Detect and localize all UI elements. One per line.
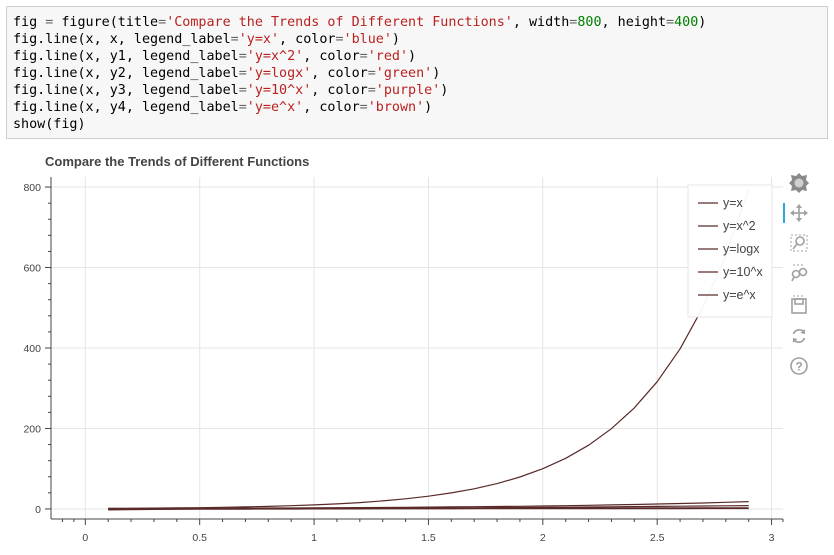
code-line: fig.line(x, x, legend_label='y=x', color… [13,31,827,48]
x-tick-label: 0.5 [192,532,207,544]
code-token: , width [512,15,570,30]
wheel-zoom-tool-icon[interactable] [786,260,812,286]
legend-label: y=e^x [723,288,756,302]
code-token: = [367,83,376,98]
code-token: = [230,32,239,47]
code-token: = [238,49,247,64]
code-token: figure(title [53,15,159,30]
code-token: ) [424,100,433,115]
code-line: fig.line(x, y1, legend_label='y=x^2', co… [13,48,827,65]
code-token: fig.line(x, y3, legend_label [13,83,239,98]
series-group [108,189,750,511]
y-tick-label: 800 [23,182,41,194]
code-token: show(fig) [13,117,86,132]
code-token: = [238,66,247,81]
x-tick-label: 2 [540,532,546,544]
y-tick-label: 0 [35,504,41,516]
code-token: 'blue' [343,32,392,47]
code-token: 800 [577,15,602,30]
code-token: 'Compare the Trends of Different Functio… [166,15,513,30]
x-tick-label: 1 [311,532,317,544]
code-line: show(fig) [13,116,827,133]
code-cell[interactable]: fig = figure(title='Compare the Trends o… [6,6,828,139]
code-token: 'y=x^2' [246,49,304,64]
y-tick-label: 400 [23,343,41,355]
pan-tool-icon[interactable] [783,200,812,226]
x-tick-label: 1.5 [421,532,436,544]
legend-label: y=x [723,196,744,210]
legend-label: y=logx [723,242,760,256]
code-token: = [45,15,54,30]
x-tick-label: 3 [769,532,775,544]
code-token: , color [279,32,336,47]
help-tool-icon[interactable]: ? [786,353,812,379]
bokeh-logo-icon[interactable] [786,170,812,196]
code-token: = [158,15,167,30]
code-token: = [335,32,344,47]
series-line [108,501,749,510]
svg-text:?: ? [795,360,802,374]
series-line [108,189,750,509]
series-line [108,507,749,511]
x-tick-label: 2.5 [650,532,665,544]
code-token: fig.line(x, y1, legend_label [13,49,239,64]
code-token: 'y=logx' [246,66,312,81]
code-token: fig.line(x, y2, legend_label [13,66,239,81]
code-token: 'brown' [367,100,425,115]
code-token: 'red' [367,49,409,64]
code-token: 'purple' [375,83,441,98]
code-token: , color [303,49,360,64]
code-token: ) [391,32,400,47]
code-token: , color [311,83,368,98]
code-token: = [238,100,247,115]
code-token: = [359,100,368,115]
legend-label: y=x^2 [723,219,756,233]
code-token: 'y=e^x' [246,100,304,115]
save-tool-icon[interactable] [786,292,812,318]
code-token: , color [311,66,368,81]
code-token: 'y=x' [238,32,280,47]
code-token: 400 [674,15,699,30]
code-line: fig = figure(title='Compare the Trends o… [13,14,827,31]
code-token: ) [440,83,449,98]
code-token: fig [13,15,46,30]
code-line: fig.line(x, y2, legend_label='y=logx', c… [13,65,827,82]
x-tick-label: 0 [82,532,88,544]
code-token: , height [601,15,667,30]
code-token: = [238,83,247,98]
code-token: ) [432,66,441,81]
legend-label: y=10^x [723,265,763,279]
code-token: ) [408,49,417,64]
code-line: fig.line(x, y3, legend_label='y=10^x', c… [13,82,827,99]
code-token: ) [698,15,707,30]
code-token: = [666,15,675,30]
y-tick-label: 200 [23,423,41,435]
code-token: fig.line(x, x, legend_label [13,32,231,47]
code-token: = [367,66,376,81]
code-token: 'green' [375,66,433,81]
box-zoom-tool-icon[interactable] [786,230,812,256]
code-token: , color [303,100,360,115]
code-line: fig.line(x, y4, legend_label='y=e^x', co… [13,99,827,116]
code-token: = [359,49,368,64]
plot-title: Compare the Trends of Different Function… [45,154,310,169]
code-token: fig.line(x, y4, legend_label [13,100,239,115]
reset-tool-icon[interactable] [786,323,812,349]
active-tool-indicator [783,203,785,223]
code-token: = [569,15,578,30]
y-tick-label: 600 [23,263,41,275]
code-token: 'y=10^x' [246,83,312,98]
